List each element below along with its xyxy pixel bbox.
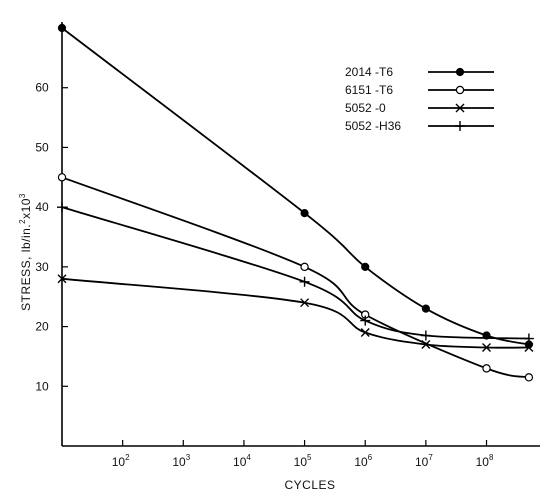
legend-item: 5052 -0 — [345, 101, 494, 115]
x-tick-label-exp: 3 — [186, 453, 191, 462]
series-1 — [57, 173, 534, 382]
y-tick-label: 30 — [35, 260, 49, 274]
marker-plus — [420, 330, 431, 341]
marker-filled-circle — [300, 209, 309, 218]
series-group — [57, 23, 534, 382]
y-axis-label-sup1: 2 — [18, 219, 27, 224]
marker-open-circle — [57, 173, 67, 182]
x-tick-label-exp: 8 — [489, 453, 494, 462]
marker-open-circle — [455, 85, 465, 95]
x-tick-label-base: 10 — [354, 455, 368, 469]
marker-plus — [360, 315, 371, 326]
x-tick-label: 104 — [233, 453, 251, 469]
x-tick-label: 107 — [415, 453, 433, 469]
x-ticks: 102 103 104 105 106 107 108 — [112, 440, 494, 469]
marker-cross — [455, 103, 465, 113]
series-line — [61, 206, 529, 340]
y-tick-label: 10 — [35, 379, 49, 393]
marker-cross — [300, 298, 310, 308]
series-3 — [57, 202, 534, 344]
marker-filled-circle — [57, 23, 67, 33]
legend-item: 6151 -T6 — [345, 83, 494, 97]
marker-plus — [57, 202, 67, 213]
y-tick-label: 60 — [35, 81, 49, 95]
marker-plus — [523, 333, 534, 344]
y-tick-label: 50 — [35, 140, 49, 154]
x-tick-label-base: 10 — [415, 455, 429, 469]
x-tick-label-exp: 6 — [368, 453, 373, 462]
marker-cross — [421, 339, 431, 349]
legend-label: 5052 -0 — [345, 101, 386, 115]
y-ticks: 10 20 30 40 50 60 — [35, 81, 68, 393]
series-0 — [57, 23, 534, 349]
marker-filled-circle — [421, 304, 430, 313]
x-tick-label-base: 10 — [112, 455, 126, 469]
legend-label: 2014 -T6 — [345, 65, 393, 79]
x-tick-label: 106 — [354, 453, 372, 469]
marker-cross — [524, 342, 534, 352]
x-tick-label: 105 — [294, 453, 312, 469]
x-tick-label-exp: 2 — [125, 453, 130, 462]
marker-cross — [360, 328, 370, 338]
legend-item: 2014 -T6 — [345, 65, 494, 79]
y-axis-label-mid: x10 — [19, 198, 33, 219]
legend-label: 6151 -T6 — [345, 83, 393, 97]
series-2 — [57, 274, 534, 352]
marker-plus — [299, 276, 310, 287]
marker-open-circle — [300, 262, 309, 272]
x-tick-label-base: 10 — [172, 455, 186, 469]
y-axis-label-base: STRESS, lb/in. — [19, 224, 33, 311]
x-tick-label-base: 10 — [476, 455, 490, 469]
y-tick-label: 20 — [35, 320, 49, 334]
x-tick-label-exp: 7 — [428, 453, 433, 462]
marker-cross — [57, 274, 67, 284]
x-axis-label: CYCLES — [284, 478, 335, 492]
x-tick-label: 108 — [476, 453, 494, 469]
x-tick-label-base: 10 — [233, 455, 247, 469]
x-tick-label-exp: 5 — [307, 453, 312, 462]
marker-cross — [482, 342, 492, 352]
legend: 2014 -T6 6151 -T6 5052 -0 5052 -H36 — [345, 65, 494, 133]
x-tick-label-base: 10 — [294, 455, 308, 469]
marker-open-circle — [482, 364, 491, 373]
x-tick-label-exp: 4 — [246, 453, 251, 462]
x-tick-label: 102 — [112, 453, 130, 469]
y-axis-label: STRESS, lb/in.2x103 — [18, 193, 33, 311]
marker-filled-circle — [455, 67, 465, 77]
marker-filled-circle — [361, 262, 370, 271]
marker-plus — [455, 121, 465, 131]
legend-item: 5052 -H36 — [345, 119, 494, 133]
legend-label: 5052 -H36 — [345, 119, 401, 133]
marker-open-circle — [524, 373, 534, 382]
y-axis-label-sup2: 3 — [18, 193, 27, 198]
x-tick-label: 103 — [172, 453, 190, 469]
y-tick-label: 40 — [35, 200, 49, 214]
